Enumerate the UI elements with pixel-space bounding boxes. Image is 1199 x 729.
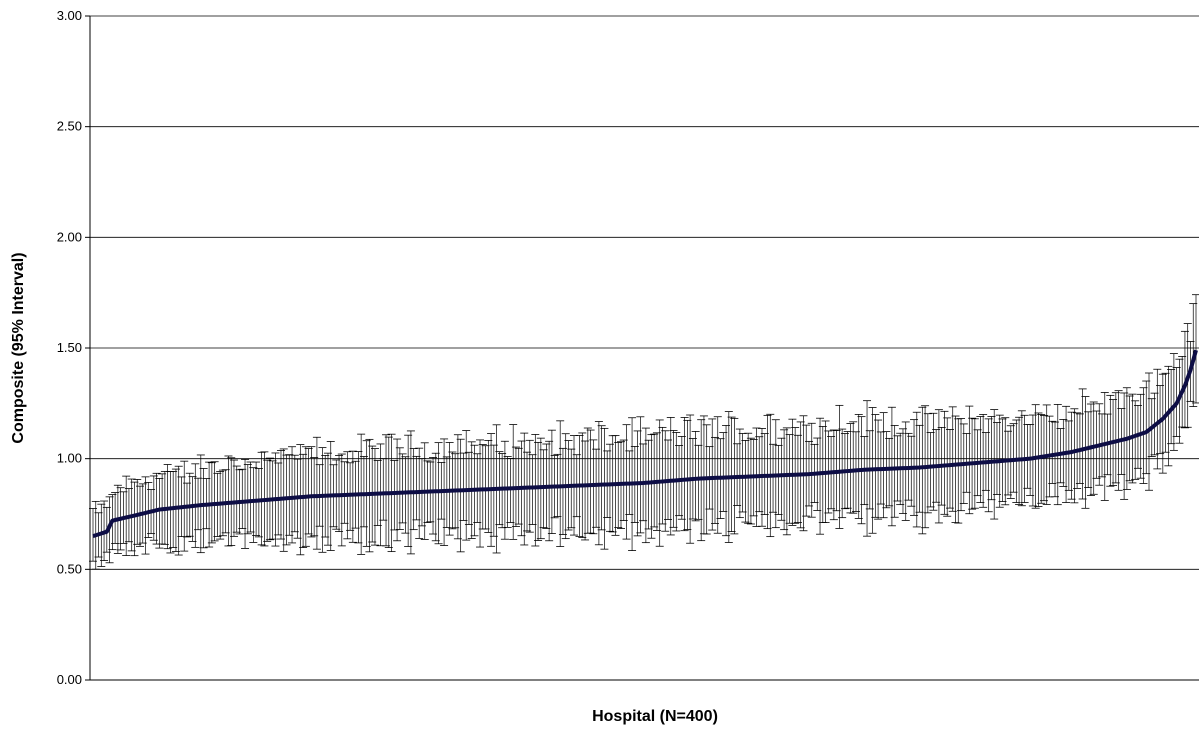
grid-layer <box>90 15 1199 570</box>
estimate-line <box>92 349 1198 539</box>
y-axis-title: Composite (95% Interval) <box>10 252 27 443</box>
y-tick-label: 2.50 <box>57 119 82 134</box>
y-tick-label: 3.00 <box>57 8 82 23</box>
errorbar-layer <box>89 294 1199 570</box>
y-tick-label: 1.50 <box>57 340 82 355</box>
y-tick-label: 0.00 <box>57 672 82 687</box>
y-tick-label: 2.00 <box>57 229 82 244</box>
line-layer <box>92 349 1198 539</box>
y-tick-label: 0.50 <box>57 561 82 576</box>
label-layer: 0.00 0.50 1.00 1.50 2.00 2.50 3.00 <box>57 8 82 687</box>
y-tick-label: 1.00 <box>57 451 82 466</box>
axis-layer <box>85 15 1199 681</box>
x-axis-title: Hospital (N=400) <box>592 708 718 725</box>
